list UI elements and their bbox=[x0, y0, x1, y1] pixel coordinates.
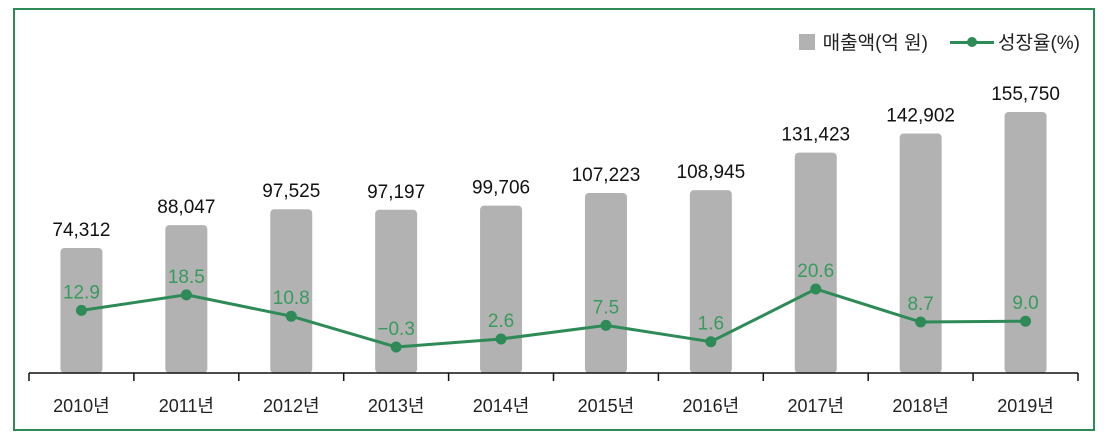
growth-value-label: 9.0 bbox=[1012, 293, 1038, 314]
growth-value-label: 20.6 bbox=[797, 261, 834, 282]
growth-value-label: 12.9 bbox=[63, 282, 100, 303]
legend: 매출액(억 원) 성장율(%) bbox=[777, 28, 1080, 55]
x-tick-label: 2013년 bbox=[368, 396, 425, 416]
growth-value-label: 7.5 bbox=[593, 297, 619, 318]
x-tick-label: 2014년 bbox=[473, 396, 530, 416]
growth-value-label: 1.6 bbox=[698, 314, 724, 335]
bar bbox=[1004, 112, 1047, 373]
bar-value-label: 142,902 bbox=[886, 105, 955, 126]
legend-sales-label: 매출액(억 원) bbox=[822, 33, 928, 54]
growth-point-marker bbox=[1020, 315, 1032, 327]
line-marker-swatch-icon bbox=[950, 35, 994, 49]
x-tick-label: 2019년 bbox=[997, 396, 1054, 416]
bar-value-label: 107,223 bbox=[572, 165, 641, 186]
bar bbox=[899, 133, 942, 373]
x-tick-label: 2011년 bbox=[159, 396, 214, 416]
x-tick-label: 2016년 bbox=[683, 396, 740, 416]
growth-point-marker bbox=[180, 289, 192, 301]
growth-line bbox=[81, 287, 1026, 349]
growth-point-marker bbox=[810, 283, 822, 295]
growth-value-label: −0.3 bbox=[377, 319, 415, 340]
growth-point-marker bbox=[915, 316, 927, 328]
bar bbox=[375, 209, 418, 373]
growth-value-label: 8.7 bbox=[907, 294, 933, 315]
x-tick-label: 2017년 bbox=[787, 396, 844, 416]
line-series: 12.9 18.5 10.8 −0.3 2.6 7.5 1.6 20.6 8.7 9.0 bbox=[63, 261, 1039, 353]
growth-point-marker bbox=[75, 304, 87, 316]
growth-point-marker bbox=[390, 341, 402, 353]
bar bbox=[689, 190, 732, 373]
chart-frame bbox=[13, 8, 1095, 431]
bar-series: 74,312 88,047 97,525 97,197 99,706 107,223 108… bbox=[52, 84, 1060, 373]
growth-value-label: 18.5 bbox=[168, 267, 205, 288]
growth-point-marker bbox=[495, 333, 507, 345]
growth-value-label: 2.6 bbox=[488, 311, 514, 332]
legend-item-sales: 매출액(억 원) bbox=[798, 28, 928, 55]
x-tick-label: 2018년 bbox=[892, 396, 949, 416]
growth-value-label: 10.8 bbox=[273, 288, 310, 309]
bar bbox=[270, 209, 313, 373]
bar-value-label: 74,312 bbox=[52, 220, 110, 241]
bar-swatch-icon bbox=[798, 33, 815, 50]
bar-value-label: 99,706 bbox=[472, 178, 530, 199]
legend-item-growth: 성장율(%) bbox=[950, 28, 1080, 55]
bar bbox=[794, 152, 837, 373]
bar-value-label: 97,525 bbox=[262, 181, 320, 202]
x-tick-label: 2010년 bbox=[53, 396, 110, 416]
bar bbox=[584, 193, 627, 373]
bar-value-label: 88,047 bbox=[157, 197, 215, 218]
bar-value-label: 155,750 bbox=[991, 84, 1060, 105]
legend-growth-label: 성장율(%) bbox=[998, 33, 1080, 54]
x-axis: 2010년 2011년 2012년 2013년 2014년 2015년 2016년 2017년… bbox=[28, 372, 1079, 416]
bar-value-label: 97,197 bbox=[367, 182, 425, 203]
growth-point-marker bbox=[705, 336, 717, 348]
x-tick-label: 2012년 bbox=[263, 396, 320, 416]
x-tick-label: 2015년 bbox=[578, 396, 635, 416]
growth-point-marker bbox=[285, 310, 297, 322]
bar-value-label: 131,423 bbox=[781, 125, 850, 146]
bar bbox=[480, 205, 523, 373]
bar-value-label: 108,945 bbox=[677, 162, 746, 183]
growth-point-marker bbox=[600, 319, 612, 331]
